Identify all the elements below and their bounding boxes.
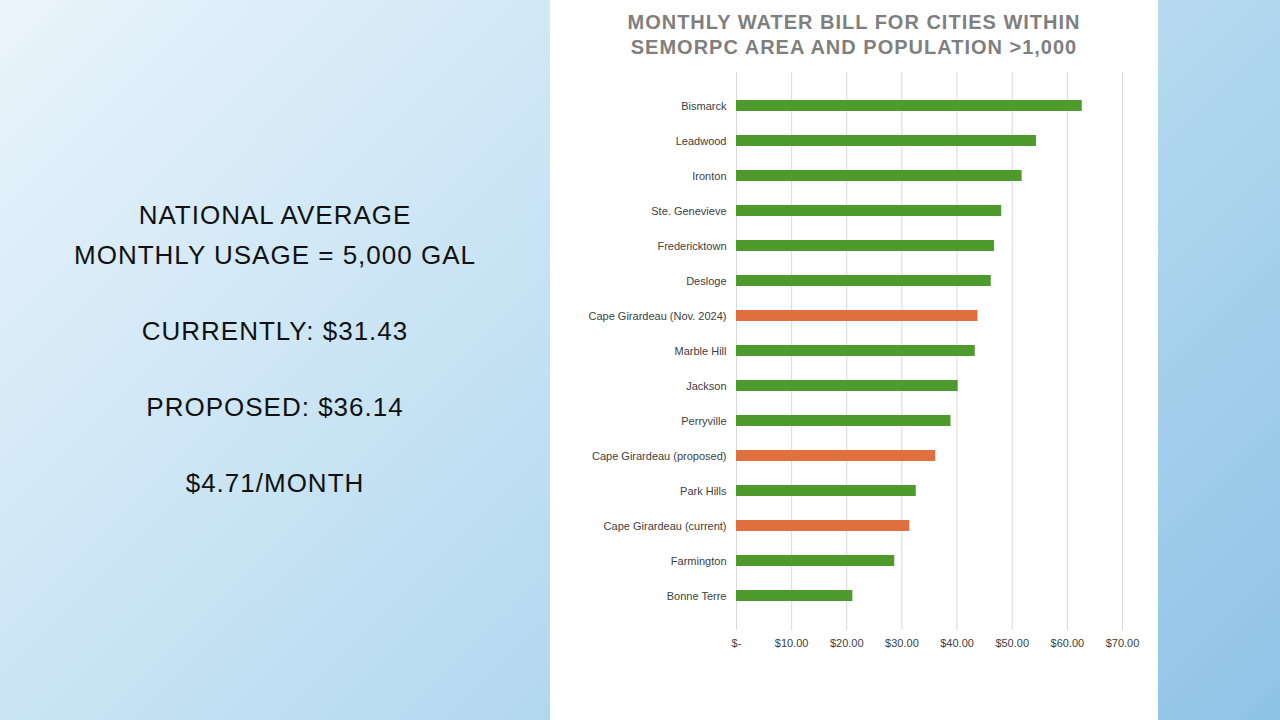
svg-text:$70.00: $70.00 — [1106, 637, 1140, 649]
svg-text:Cape Girardeau (proposed): Cape Girardeau (proposed) — [592, 450, 727, 462]
svg-text:$20.00: $20.00 — [830, 637, 864, 649]
svg-text:Cape Girardeau (Nov. 2024): Cape Girardeau (Nov. 2024) — [589, 310, 727, 322]
svg-text:$50.00: $50.00 — [995, 637, 1029, 649]
html-text:$4.71/MONTH: $4.71/MONTH — [185, 468, 365, 498]
html-text:NATIONAL AVERAGE: NATIONAL AVERAGE — [138, 200, 412, 230]
svg-text:Park Hills: Park Hills — [680, 485, 727, 497]
svg-text:Bismarck: Bismarck — [681, 100, 727, 112]
svg-text:$60.00: $60.00 — [1051, 637, 1085, 649]
svg-text:Cape Girardeau (current): Cape Girardeau (current) — [604, 520, 727, 532]
svg-text:Ironton: Ironton — [692, 170, 726, 182]
svg-text:Bonne Terre: Bonne Terre — [667, 590, 727, 602]
svg-text:$30.00: $30.00 — [885, 637, 919, 649]
svg-text:Marble Hill: Marble Hill — [675, 345, 727, 357]
svg-text:Perryville: Perryville — [681, 415, 726, 427]
html-text:PROPOSED: $36.14: PROPOSED: $36.14 — [146, 392, 404, 422]
svg-text:Desloge: Desloge — [686, 275, 726, 287]
svg-text:Ste. Genevieve: Ste. Genevieve — [651, 205, 726, 217]
html-text:CURRENTLY: $31.43: CURRENTLY: $31.43 — [141, 316, 409, 346]
svg-text:Leadwood: Leadwood — [676, 135, 727, 147]
svg-text:Farmington: Farmington — [671, 555, 727, 567]
html-text:MONTHLY WATER BILL FOR CITIES: MONTHLY WATER BILL FOR CITIES WITHIN SEM… — [627, 11, 1081, 58]
svg-text:$40.00: $40.00 — [940, 637, 974, 649]
svg-text:Fredericktown: Fredericktown — [657, 240, 726, 252]
svg-text:$-: $- — [732, 637, 742, 649]
html-text:MONTHLY USAGE = 5,000 GAL: MONTHLY USAGE = 5,000 GAL — [74, 240, 476, 270]
svg-text:Jackson: Jackson — [686, 380, 726, 392]
svg-text:$10.00: $10.00 — [775, 637, 809, 649]
